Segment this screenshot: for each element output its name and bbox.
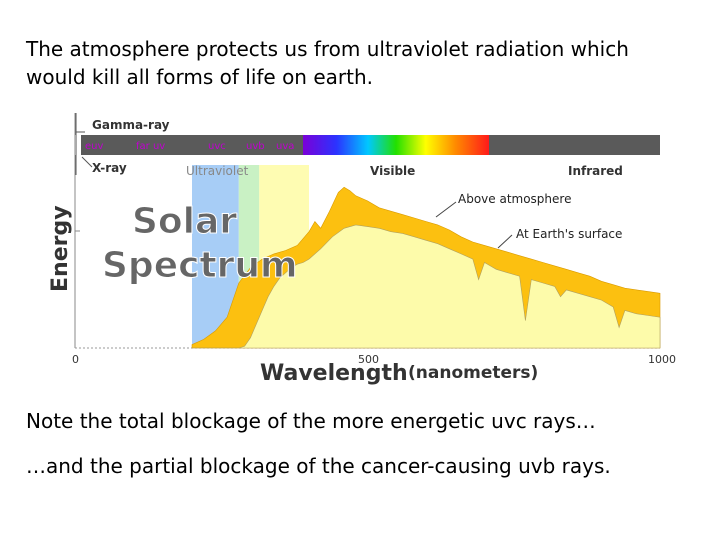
above-atmosphere-pointer: [435, 201, 457, 218]
far-uv-label: far uv: [136, 141, 165, 152]
ultraviolet-label: Ultraviolet: [186, 164, 249, 178]
x-axis-label: Wavelength: [260, 361, 408, 386]
note-uvc: Note the total blockage of the more ener…: [26, 409, 596, 433]
solar-spectrum-chart: Gamma-ray X-ray euv far uv uvc uvb uva U…: [48, 113, 676, 386]
euv-label: euv: [85, 141, 103, 152]
y-axis-label: Energy: [48, 205, 73, 292]
infrared-label: Infrared: [568, 164, 623, 178]
uvc-label: uvc: [208, 141, 226, 152]
spectrum-series: [191, 186, 661, 349]
earth-surface-label: At Earth's surface: [516, 227, 622, 241]
slide-heading: The atmosphere protects us from ultravio…: [26, 37, 629, 89]
x-axis-unit: (nanometers): [408, 363, 538, 383]
chart-title-line1: Solar: [132, 201, 237, 242]
note-uvb: …and the partial blockage of the cancer-…: [26, 454, 611, 478]
xray-pointer: [81, 156, 93, 168]
chart-title-line2: Spectrum: [102, 245, 298, 286]
xray-label: X-ray: [92, 161, 127, 175]
x-tick-1000: 1000: [648, 353, 676, 366]
gamma-ray-band: [75, 135, 81, 155]
uvb-label: uvb: [246, 141, 265, 152]
earth-surface-pointer: [497, 234, 513, 249]
above-atmosphere-label: Above atmosphere: [458, 192, 571, 206]
x-tick-500: 500: [358, 353, 379, 366]
visible-rainbow-band: [303, 135, 489, 155]
uva-label: uva: [276, 141, 294, 152]
series-earth-surface: [192, 224, 661, 349]
x-tick-0: 0: [72, 353, 79, 366]
gamma-ray-label: Gamma-ray: [92, 118, 170, 132]
visible-label: Visible: [370, 164, 415, 178]
